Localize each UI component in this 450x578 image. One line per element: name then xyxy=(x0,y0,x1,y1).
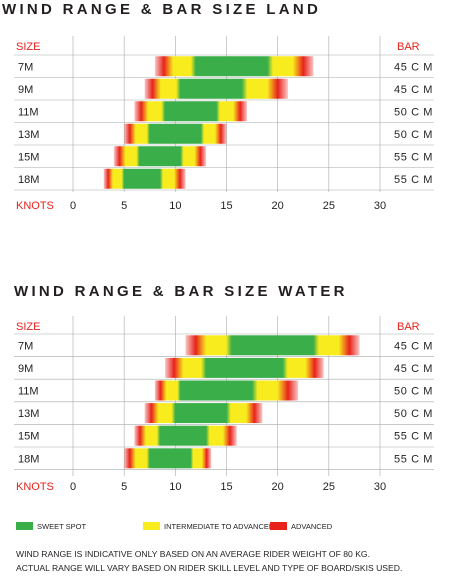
row-bar-label: 50 C M xyxy=(394,408,433,420)
legend-label-advanced: ADVANCED xyxy=(291,522,333,531)
row-size-label: 11M xyxy=(18,106,39,118)
row-bar-label: 55 C M xyxy=(394,174,433,186)
row-size-label: 7M xyxy=(18,61,33,73)
row-size-label: 15M xyxy=(18,431,39,443)
wind-range-bar xyxy=(134,101,247,122)
x-tick-label: 5 xyxy=(121,200,127,212)
x-tick-label: 30 xyxy=(374,200,386,212)
row-size-label: 15M xyxy=(18,151,39,163)
row-bar-label: 50 C M xyxy=(394,386,433,398)
row-bar-label: 45 C M xyxy=(394,363,433,375)
legend-label-intermediate: INTERMEDIATE TO ADVANCED xyxy=(164,522,275,531)
wind-range-bar xyxy=(154,380,299,401)
chart-land-title: WIND RANGE & BAR SIZE LAND xyxy=(2,1,321,18)
row-size-label: 13M xyxy=(18,408,39,420)
x-tick-label: 5 xyxy=(121,481,127,493)
row-bar-label: 55 C M xyxy=(394,453,433,465)
legend-swatch-sweet-spot xyxy=(16,522,33,530)
x-tick-label: 10 xyxy=(169,481,181,493)
wind-range-bar xyxy=(185,335,360,356)
x-tick-label: 15 xyxy=(220,481,232,493)
chart-water-knots-label: KNOTS xyxy=(16,481,54,493)
chart-water-bar-header: BAR xyxy=(397,321,420,333)
row-size-label: 13M xyxy=(18,129,39,141)
wind-range-bar xyxy=(113,146,207,167)
footnote-line-1: WIND RANGE IS INDICATIVE ONLY BASED ON A… xyxy=(16,549,370,559)
wind-range-bar xyxy=(124,123,227,144)
x-tick-label: 0 xyxy=(70,481,76,493)
row-bar-label: 45 C M xyxy=(394,84,433,96)
row-bar-label: 50 C M xyxy=(394,129,433,141)
row-size-label: 18M xyxy=(18,453,39,465)
legend-label-sweet-spot: SWEET SPOT xyxy=(37,522,86,531)
chart-land-knots-label: KNOTS xyxy=(16,200,54,212)
x-tick-label: 25 xyxy=(323,481,335,493)
row-size-label: 18M xyxy=(18,174,39,186)
wind-range-bar xyxy=(165,357,324,378)
row-bar-label: 50 C M xyxy=(394,106,433,118)
footnote-line-2: ACTUAL RANGE WILL VARY BASED ON RIDER SK… xyxy=(16,563,402,573)
chart-land: 7M 45 C M 9M 45 C M 11M 50 C M 13M 50 C M 15M 55 … xyxy=(14,36,434,212)
chart-land-size-header: SIZE xyxy=(16,41,40,53)
row-size-label: 7M xyxy=(18,340,33,352)
x-tick-label: 30 xyxy=(374,481,386,493)
row-bar-label: 45 C M xyxy=(394,61,433,73)
x-tick-label: 15 xyxy=(220,200,232,212)
row-bar-label: 55 C M xyxy=(394,431,433,443)
x-tick-label: 25 xyxy=(323,200,335,212)
legend: SWEET SPOT INTERMEDIATE TO ADVANCED ADVA… xyxy=(16,522,333,531)
wind-range-bar xyxy=(154,56,314,77)
x-tick-label: 10 xyxy=(169,200,181,212)
row-bar-label: 55 C M xyxy=(394,151,433,163)
wind-range-bar xyxy=(134,425,237,446)
row-size-label: 9M xyxy=(18,363,33,375)
chart-land-bar-header: BAR xyxy=(397,41,420,53)
chart-water: 7M 45 C M 9M 45 C M 11M 50 C M 13M 50 C M 15M 55 … xyxy=(14,316,434,493)
row-size-label: 9M xyxy=(18,84,33,96)
chart-water-size-header: SIZE xyxy=(16,321,40,333)
x-tick-label: 0 xyxy=(70,200,76,212)
row-size-label: 11M xyxy=(18,386,39,398)
chart-water-title: WIND RANGE & BAR SIZE WATER xyxy=(14,283,348,300)
wind-range-bar xyxy=(144,78,288,99)
legend-swatch-advanced xyxy=(270,522,287,530)
wind-range-bar xyxy=(144,403,263,424)
wind-range-bar xyxy=(124,448,212,469)
x-tick-label: 20 xyxy=(272,481,284,493)
legend-swatch-intermediate xyxy=(143,522,160,530)
row-bar-label: 45 C M xyxy=(394,340,433,352)
wind-range-bar xyxy=(103,168,186,189)
x-tick-label: 20 xyxy=(272,200,284,212)
